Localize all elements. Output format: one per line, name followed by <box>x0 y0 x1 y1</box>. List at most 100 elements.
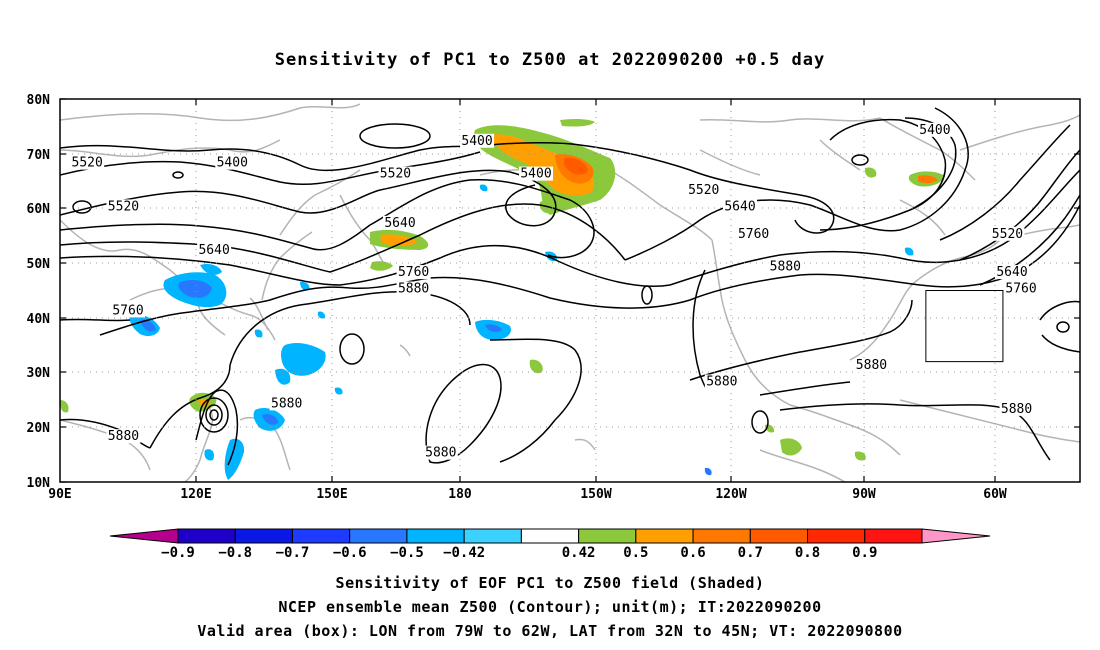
lat-label: 50N <box>27 257 51 272</box>
contour-label: 5520 <box>108 199 139 214</box>
lat-label: 30N <box>27 366 51 381</box>
colorbar-label: −0.42 <box>443 545 485 561</box>
contour-label-bg <box>423 445 458 460</box>
contour-label-bg <box>736 226 771 241</box>
contour-label: 5760 <box>738 227 769 242</box>
colorbar-cell <box>807 528 866 544</box>
contour-label-bg <box>70 155 105 170</box>
colorbar-cell <box>520 528 580 544</box>
lat-label: 10N <box>27 476 51 491</box>
contour-label: 5880 <box>856 358 887 373</box>
contour-label-bg <box>106 199 141 214</box>
contour-label-bg <box>396 265 431 280</box>
contour-label: 5880 <box>706 375 737 390</box>
map-title: Sensitivity of PC1 to Z500 at 2022090200… <box>274 50 826 70</box>
lon-label: 120W <box>715 487 746 500</box>
caption-line-2: NCEP ensemble mean Z500 (Contour); unit(… <box>278 598 822 616</box>
contour-label-bg <box>704 374 739 389</box>
contour-label-bg <box>111 303 145 318</box>
contour-label: 5520 <box>380 167 411 182</box>
contour-label-bg <box>995 265 1029 280</box>
contour-label: 5880 <box>398 282 429 297</box>
contour-label-bg <box>106 429 141 444</box>
colorbar-labels: −0.9 −0.8 −0.7 −0.6 −0.5 −0.42 0.42 0.5 0.6 0.7 0.… <box>161 545 877 561</box>
contour-label-bg <box>917 122 952 137</box>
lat-label: 80N <box>27 93 51 108</box>
contour-label: 5640 <box>384 216 415 231</box>
colorbar-cell <box>463 528 522 544</box>
colorbar-cell <box>177 528 236 544</box>
contour-label-bg <box>686 183 721 198</box>
colorbar-label: 0.7 <box>738 545 763 561</box>
contour-label-bg <box>460 133 495 148</box>
contour-label: 5880 <box>425 446 456 461</box>
caption-line-1: Sensitivity of EOF PC1 to Z500 field (Sh… <box>335 574 765 592</box>
colorbar-cell <box>635 528 694 544</box>
lon-label: 150W <box>580 487 611 500</box>
colorbar-label: 0.8 <box>795 545 820 561</box>
contour-label: 5400 <box>520 167 551 182</box>
colorbar-label: −0.8 <box>218 545 252 561</box>
colorbar-min-arrow <box>109 528 179 544</box>
contour-label: 5760 <box>398 265 429 280</box>
colorbar-cell <box>234 528 293 544</box>
contour-label: 5880 <box>770 260 801 275</box>
contour-label-bg <box>990 226 1025 241</box>
lat-tick-labels: 80N 70N 60N 50N 40N 30N 20N 10N <box>27 93 51 491</box>
valid-area-box <box>925 290 1004 363</box>
contour-label-bg <box>999 401 1034 416</box>
contour-label: 5640 <box>198 243 229 258</box>
lat-lon-grid <box>60 99 1080 482</box>
contour-label: 5400 <box>217 156 248 171</box>
lat-label: 20N <box>27 421 51 436</box>
contour-label-bg <box>519 166 553 181</box>
contour-label: 5520 <box>688 183 719 198</box>
colorbar-label: −0.7 <box>276 545 310 561</box>
contour-label-bg <box>854 358 889 373</box>
contour-label-bg <box>768 259 803 274</box>
colorbar-label: 0.5 <box>623 545 648 561</box>
lon-label: 120E <box>180 487 211 500</box>
colorbar-cell <box>864 528 923 544</box>
contour-label-bg <box>396 281 431 296</box>
contour-label-bg <box>269 396 304 411</box>
colorbar-cell <box>578 528 637 544</box>
contour-label: 5520 <box>72 156 103 171</box>
colorbar-label: −0.6 <box>333 545 367 561</box>
map-frame <box>59 98 1081 483</box>
contour-label: 5640 <box>724 199 755 214</box>
contour-label-bg <box>1004 281 1039 296</box>
colorbar-cell <box>749 528 809 544</box>
lat-label: 60N <box>27 202 51 217</box>
contour-label: 5520 <box>992 227 1023 242</box>
colorbar: −0.9 −0.8 −0.7 −0.6 −0.5 −0.42 0.42 0.5 0.6 0.7 0.… <box>109 528 991 561</box>
lon-label: 90E <box>48 487 71 500</box>
contour-label: 5400 <box>461 134 492 149</box>
contour-label: 5760 <box>1005 282 1036 297</box>
contour-label: 5760 <box>112 303 143 318</box>
lon-label: 90W <box>852 487 876 500</box>
contour-label-bg <box>197 243 232 258</box>
lon-label: 150E <box>316 487 347 500</box>
contour-label: 5880 <box>1001 402 1032 417</box>
contour-label-bg <box>215 155 250 170</box>
colorbar-cells <box>109 528 991 544</box>
colorbar-cell <box>406 528 465 544</box>
colorbar-label: 0.42 <box>562 545 596 561</box>
contour-label: 5640 <box>996 265 1027 280</box>
sensitivity-map: 5520 5400 5400 5400 5400 5520 5520 5520 5520 5640… <box>27 93 1081 500</box>
colorbar-label: −0.5 <box>390 545 424 561</box>
contour-labels: 5520 5400 5400 5400 5400 5520 5520 5520 5520 5640… <box>70 122 1039 461</box>
colorbar-label: 0.9 <box>852 545 877 561</box>
contour-label-bg <box>723 199 757 214</box>
caption-line-3: Valid area (box): LON from 79W to 62W, L… <box>197 622 903 640</box>
colorbar-cell <box>692 528 751 544</box>
colorbar-label: 0.6 <box>680 545 705 561</box>
contour-label: 5880 <box>271 396 302 411</box>
lat-label: 40N <box>27 312 51 327</box>
lon-label: 180 <box>448 487 472 500</box>
z500-contours <box>60 107 1080 466</box>
lon-label: 60W <box>983 487 1007 500</box>
colorbar-cell <box>291 528 351 544</box>
contour-label-bg <box>383 215 417 230</box>
